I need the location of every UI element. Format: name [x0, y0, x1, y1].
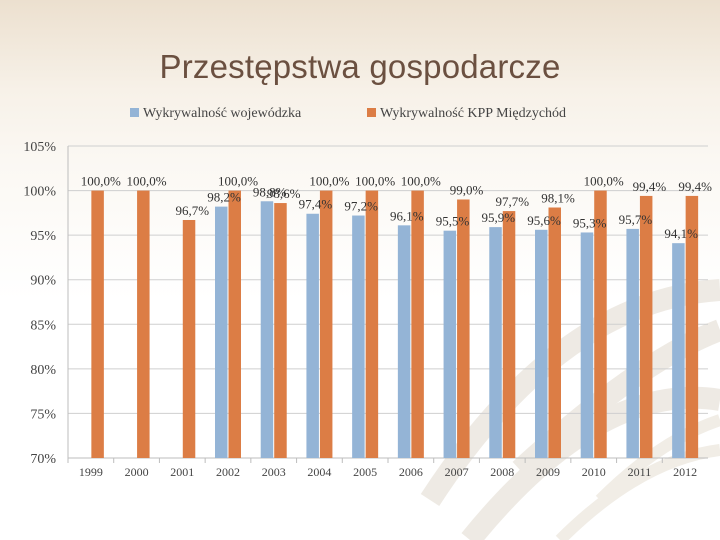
x-axis-ticks: 1999 2000 2001 2002 2003 2004 2005 2006 2007 2008…	[67, 458, 697, 479]
data-label: 100,0%	[355, 174, 395, 189]
y-tick-label: 80%	[30, 363, 56, 378]
y-tick-label: 90%	[30, 274, 56, 289]
bar-wojewodzka-2008	[489, 227, 502, 458]
x-tick-label: 2011	[628, 465, 652, 479]
data-label: 96,1%	[390, 208, 424, 223]
bar-wojewodzka-2005	[352, 215, 365, 458]
data-label: 95,3%	[573, 215, 607, 230]
bar-kpp-2010	[594, 190, 607, 459]
legend: Wykrywalność wojewódzka Wykrywalność KPP …	[130, 106, 566, 121]
legend-swatch-wojewodzka	[130, 108, 139, 117]
x-tick-label: 2008	[490, 465, 514, 479]
x-tick-label: 2002	[216, 465, 240, 479]
data-label: 95,7%	[619, 212, 653, 227]
y-axis-ticks: 70% 75% 80% 85% 90% 95% 100% 105%	[23, 140, 56, 467]
x-tick-label: 2009	[536, 465, 560, 479]
data-label: 97,7%	[495, 194, 529, 209]
legend-swatch-kpp	[367, 108, 376, 117]
y-tick-label: 105%	[23, 140, 56, 155]
legend-label-wojewodzka: Wykrywalność wojewódzka	[143, 106, 302, 121]
bar-kpp-2006	[411, 190, 424, 459]
bar-wojewodzka-2002	[215, 206, 228, 458]
x-tick-label: 2005	[353, 465, 377, 479]
gridlines	[67, 145, 708, 459]
bar-kpp-2011	[639, 195, 653, 459]
data-label: 99,0%	[450, 182, 484, 197]
x-tick-label: 2010	[582, 465, 606, 479]
bar-wojewodzka-2003	[260, 201, 274, 459]
x-tick-label: 1999	[79, 465, 103, 479]
x-tick-label: 2004	[307, 465, 331, 479]
bar-kpp-2009	[548, 207, 561, 458]
data-label: 100,0%	[309, 174, 349, 189]
y-tick-label: 70%	[30, 452, 56, 467]
x-tick-label: 2003	[262, 465, 286, 479]
bar-wojewodzka-2011	[626, 228, 639, 458]
data-label: 98,6%	[267, 186, 301, 201]
data-label: 100,0%	[218, 174, 258, 189]
data-label: 94,1%	[664, 226, 698, 241]
x-tick-label: 2000	[125, 465, 149, 479]
data-label: 95,9%	[481, 210, 515, 225]
bar-kpp-2004	[319, 190, 333, 459]
data-label: 100,0%	[401, 174, 441, 189]
x-tick-label: 2012	[673, 465, 697, 479]
x-tick-label: 2007	[445, 465, 469, 479]
y-tick-label: 100%	[23, 185, 56, 200]
bars	[91, 190, 699, 459]
data-label: 100,0%	[584, 174, 624, 189]
data-label: 99,4%	[633, 179, 667, 194]
bar-kpp-2008	[502, 211, 516, 458]
data-label: 99,4%	[678, 179, 712, 194]
bar-kpp-2003	[274, 203, 287, 458]
bar-kpp-2002	[228, 190, 241, 459]
data-label: 100,0%	[127, 174, 167, 189]
bar-wojewodzka-2009	[535, 229, 548, 458]
data-label: 98,8%	[253, 184, 287, 199]
bar-wojewodzka-2010	[580, 232, 594, 458]
bar-wojewodzka-2004	[306, 213, 319, 458]
data-labels: 100,0% 100,0%96,7%98,2%100,0%98,8%98,6%97…	[81, 174, 712, 242]
bar-kpp-2007	[457, 199, 470, 458]
data-label: 98,1%	[541, 191, 575, 206]
data-label: 97,4%	[299, 197, 333, 212]
y-tick-label: 95%	[30, 229, 56, 244]
bar-wojewodzka-2012	[672, 243, 685, 458]
slide-title: Przestępstwa gospodarcze	[159, 48, 561, 85]
data-label: 95,5%	[436, 214, 470, 229]
data-label: 96,7%	[175, 203, 209, 218]
data-label: 100,0%	[81, 174, 121, 189]
data-label: 98,2%	[207, 190, 241, 205]
data-label: 97,2%	[344, 199, 378, 214]
bar-kpp-2001	[182, 219, 196, 458]
data-label: 95,6%	[527, 213, 561, 228]
x-tick-label: 2001	[170, 465, 194, 479]
y-tick-label: 75%	[30, 407, 56, 422]
bar-kpp-2000	[137, 190, 150, 459]
y-tick-label: 85%	[30, 318, 56, 333]
bar-kpp-1999	[91, 190, 104, 459]
legend-label-kpp: Wykrywalność KPP Międzychód	[380, 106, 566, 121]
bar-wojewodzka-2007	[443, 230, 457, 458]
bar-kpp-2005	[365, 190, 379, 459]
bar-wojewodzka-2006	[397, 225, 411, 458]
bar-kpp-2012	[685, 195, 699, 459]
x-tick-label: 2006	[399, 465, 423, 479]
